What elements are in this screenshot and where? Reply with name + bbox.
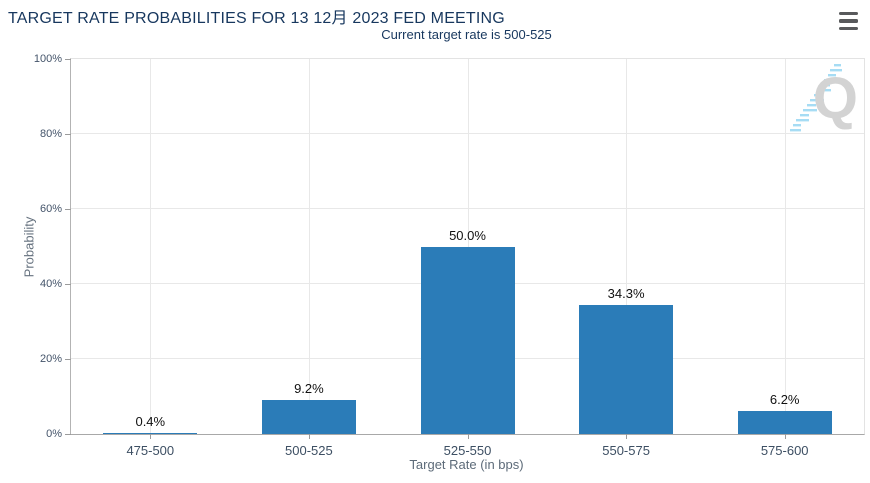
- hamburger-icon: [839, 19, 858, 23]
- plot-area: Probability: [22, 53, 865, 458]
- bar-value-label: 6.2%: [769, 391, 800, 407]
- y-axis-tick: [65, 58, 71, 60]
- x-gridline: [150, 59, 152, 434]
- y-axis-title: Probability: [21, 216, 37, 277]
- y-axis-tick-label: 40%: [39, 278, 62, 290]
- probability-bar-475-500[interactable]: [103, 432, 198, 434]
- x-gridline: [784, 59, 786, 434]
- watermark-letter: Q: [812, 66, 858, 131]
- x-axis-tick-label: 550-575: [602, 443, 650, 458]
- hamburger-icon: [839, 12, 858, 16]
- hamburger-icon: [839, 26, 858, 30]
- probability-bar-525-550[interactable]: [420, 246, 515, 434]
- y-axis-tick-label: 60%: [39, 203, 62, 215]
- x-gridline: [626, 59, 628, 434]
- y-axis-tick-label: 20%: [39, 353, 62, 365]
- bar-value-label: 0.4%: [135, 413, 166, 429]
- probability-bar-550-575[interactable]: [579, 305, 674, 434]
- x-axis-tick: [626, 434, 628, 439]
- x-axis-tick-label: 500-525: [285, 443, 333, 458]
- bar-value-label: 9.2%: [294, 380, 324, 396]
- quikstrike-logo-watermark: Q: [788, 62, 860, 142]
- y-axis-tick-label: 0%: [46, 428, 62, 440]
- watermark-stripes-icon: [790, 64, 842, 132]
- x-axis-tick-label: 525-550: [443, 443, 492, 458]
- bar-value-label: 34.3%: [607, 286, 645, 302]
- bar-value-label: 50.0%: [449, 227, 486, 243]
- y-axis-tick: [65, 133, 71, 135]
- probability-bar-575-600[interactable]: [737, 410, 832, 434]
- x-axis-tick: [150, 434, 152, 439]
- page-title: TARGET RATE PROBABILITIES FOR 13 12月 202…: [8, 10, 505, 27]
- y-axis-tick-label: 80%: [39, 128, 62, 140]
- y-axis-tick: [65, 283, 71, 285]
- chart-subtitle: Current target rate is 500-525: [381, 27, 552, 42]
- y-axis-tick: [65, 208, 71, 210]
- x-gridline: [308, 59, 310, 434]
- chart-menu-button[interactable]: [839, 12, 859, 30]
- x-axis-tick: [308, 434, 310, 439]
- x-axis-title: Target Rate (in bps): [409, 457, 524, 472]
- probability-bar-500-525[interactable]: [261, 399, 356, 434]
- y-axis-tick: [65, 433, 71, 435]
- x-axis-tick-label: 475-500: [126, 443, 175, 458]
- y-axis-tick: [65, 358, 71, 360]
- x-axis-tick-label: 575-600: [760, 443, 809, 458]
- x-axis-tick: [784, 434, 786, 439]
- y-axis-tick-label: 100%: [33, 53, 62, 65]
- x-axis-tick: [467, 434, 469, 439]
